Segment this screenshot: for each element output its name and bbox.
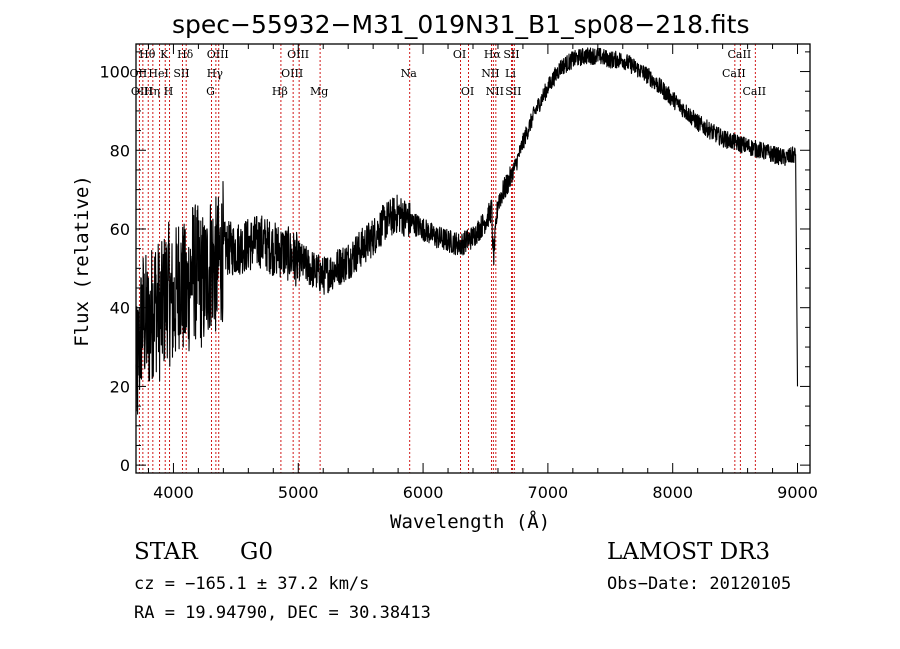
line-label-10: HeI <box>148 67 168 80</box>
line-label-17: CaII <box>722 67 746 80</box>
x-tick-label-3: 7000 <box>528 483 569 502</box>
line-label-7: SII <box>503 48 519 61</box>
object-class: STAR <box>134 539 198 565</box>
line-label-26: SII <box>505 85 521 98</box>
line-label-9: OII <box>130 67 148 80</box>
spectral-line-markers <box>138 44 756 473</box>
line-label-13: OIII <box>281 67 303 80</box>
y-axis: 0 20 40 60 80 100 <box>99 51 810 475</box>
line-label-1: K <box>160 48 169 61</box>
chart-title: spec−55932−M31_019N31_B1_sp08−218.fits <box>172 10 750 39</box>
y-tick-label-0: 0 <box>120 456 130 475</box>
line-label-6: Hα <box>484 48 502 61</box>
y-tick-label-4: 80 <box>110 141 130 160</box>
line-label-23: Mg <box>310 85 328 98</box>
line-label-8: CaII <box>728 48 752 61</box>
y-axis-label: Flux (relative) <box>71 175 93 347</box>
x-tick-label-4: 8000 <box>652 483 693 502</box>
x-tick-label-5: 9000 <box>777 483 818 502</box>
line-label-24: OI <box>461 85 474 98</box>
ra-dec-coordinates: RA = 19.94790, DEC = 30.38413 <box>134 603 431 623</box>
line-label-15: NII <box>481 67 499 80</box>
line-label-2: Hδ <box>177 48 194 61</box>
x-tick-label-2: 6000 <box>403 483 444 502</box>
x-axis: 4000 5000 6000 7000 8000 9000 <box>147 44 818 502</box>
x-tick-label-0: 4000 <box>153 483 194 502</box>
spectral-subclass: G0 <box>240 539 274 565</box>
y-tick-label-5: 100 <box>99 63 130 82</box>
line-label-25: NII <box>486 85 504 98</box>
survey-name: LAMOST DR3 <box>607 539 771 565</box>
line-label-27: CaII <box>742 85 766 98</box>
line-label-14: Na <box>401 67 418 80</box>
spectrum-series-line <box>135 47 799 415</box>
line-label-21: G <box>206 85 215 98</box>
x-tick-label-1: 5000 <box>278 483 319 502</box>
line-label-12: Hγ <box>207 67 224 80</box>
line-label-20: H <box>164 85 174 98</box>
x-axis-label: Wavelength (Å) <box>390 511 551 533</box>
observation-date: Obs−Date: 20120105 <box>607 574 792 594</box>
line-label-16: Li <box>505 67 516 80</box>
line-label-0: Hθ <box>139 48 156 61</box>
y-tick-label-1: 20 <box>110 377 130 396</box>
y-tick-label-2: 40 <box>110 299 130 318</box>
line-label-11: SII <box>173 67 189 80</box>
y-tick-label-3: 60 <box>110 220 130 239</box>
line-label-5: OI <box>453 48 466 61</box>
line-label-19: Hη <box>144 85 160 98</box>
line-label-4: OIII <box>287 48 309 61</box>
redshift-cz: cz = −165.1 ± 37.2 km/s <box>134 574 370 594</box>
line-label-22: Hβ <box>272 85 288 98</box>
line-label-3: OIII <box>207 48 229 61</box>
